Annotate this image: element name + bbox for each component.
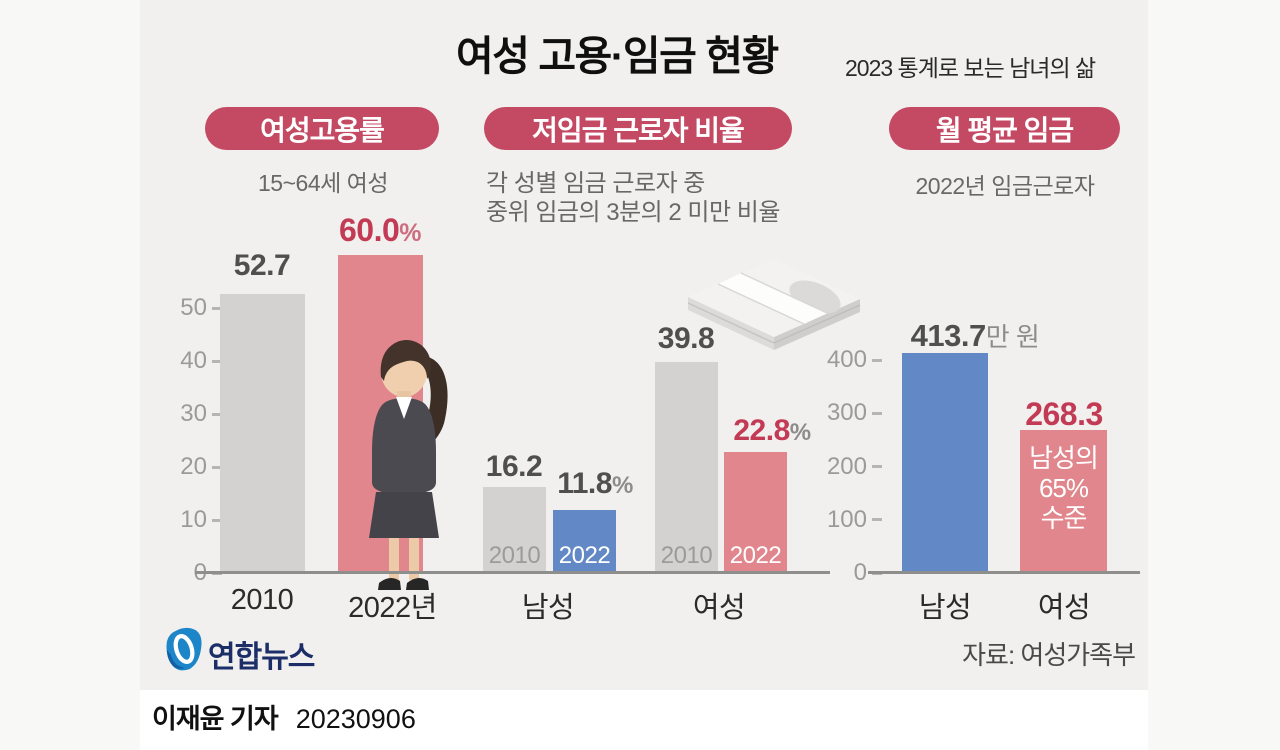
chart3-value-men: 413.7만 원 — [910, 318, 1040, 353]
money-stack-icon — [687, 259, 861, 350]
source-credit: 자료: 여성가족부 — [962, 640, 1136, 670]
chart2-bar-women-2010 — [655, 362, 718, 573]
chart2-xlabel-men: 남성 — [521, 592, 575, 624]
chart2-yearlabel-men-2010: 2010 — [488, 542, 541, 569]
chart2-yearlabel-women-2010: 2010 — [660, 542, 713, 569]
chart1-xlabel-2010: 2010 — [230, 584, 294, 616]
chart2-value-men-2022: 11.8% — [557, 467, 633, 500]
badge-monthly-wage: 월 평균 임금 — [889, 107, 1120, 150]
chart1-value-2022: 60.0% — [338, 212, 422, 248]
chart3-bar-women — [1020, 430, 1107, 573]
chart2-yearlabel-men-2022: 2022 — [558, 542, 611, 569]
reporter-name: 이재윤 기자 — [152, 704, 279, 734]
footer-credit: 이재윤 기자 20230906 — [152, 697, 416, 736]
chart3-annotation-line1: 남성의 — [1029, 443, 1099, 473]
chart1-xlabel-2022: 2022년 — [348, 592, 437, 624]
badge-low-wage-ratio: 저임금 근로자 비율 — [484, 107, 792, 150]
chart2-bar-women-2022 — [724, 452, 787, 573]
chart3-value-women: 268.3 — [1025, 396, 1103, 432]
footer-band — [140, 690, 1148, 750]
chart3-xlabel-men: 남성 — [918, 592, 972, 624]
chart1-value-2010: 52.7 — [233, 249, 291, 282]
badge-low-wage-subtitle-line2: 중위 임금의 3분의 2 미만 비율 — [486, 199, 780, 226]
yonhap-logo-text: 연합뉴스 — [208, 641, 315, 674]
chart2-bar-men-2022 — [553, 510, 616, 573]
chart1-bar-2010 — [220, 294, 305, 573]
page-title: 여성 고용·임금 현황 — [456, 33, 779, 79]
chart2-bar-men-2010 — [483, 487, 546, 573]
publish-date: 20230906 — [295, 704, 416, 734]
badge-employment-rate-subtitle: 15~64세 여성 — [258, 170, 388, 196]
chart2-axis-line — [462, 571, 830, 574]
page-subtitle: 2023 통계로 보는 남녀의 삶 — [845, 55, 1096, 81]
yonhap-logo-icon — [166, 627, 202, 671]
chart3-annotation-line3: 수준 — [1040, 503, 1088, 533]
chart3-annotation-line2: 65% — [1038, 473, 1089, 503]
badge-employment-rate: 여성고용률 — [205, 107, 439, 150]
chart2-yearlabel-women-2022: 2022 — [729, 542, 782, 569]
chart3-axis-line — [868, 571, 1140, 574]
businesswoman-illustration-icon — [369, 340, 448, 590]
badge-low-wage-subtitle-line1: 각 성별 임금 근로자 중 — [486, 170, 705, 197]
chart3-xlabel-women: 여성 — [1037, 592, 1091, 624]
chart2-value-men-2010: 16.2 — [485, 450, 543, 483]
chart1-axis-line — [195, 571, 480, 574]
chart2-xlabel-women: 여성 — [692, 592, 746, 624]
chart3-bar-men — [902, 353, 988, 573]
badge-monthly-wage-subtitle: 2022년 임금근로자 — [915, 173, 1095, 199]
chart3-annotation: 남성의 65% 수준 — [1020, 443, 1107, 533]
chart2-value-women-2010: 39.8 — [657, 322, 715, 355]
chart2-value-women-2022: 22.8% — [733, 414, 811, 447]
